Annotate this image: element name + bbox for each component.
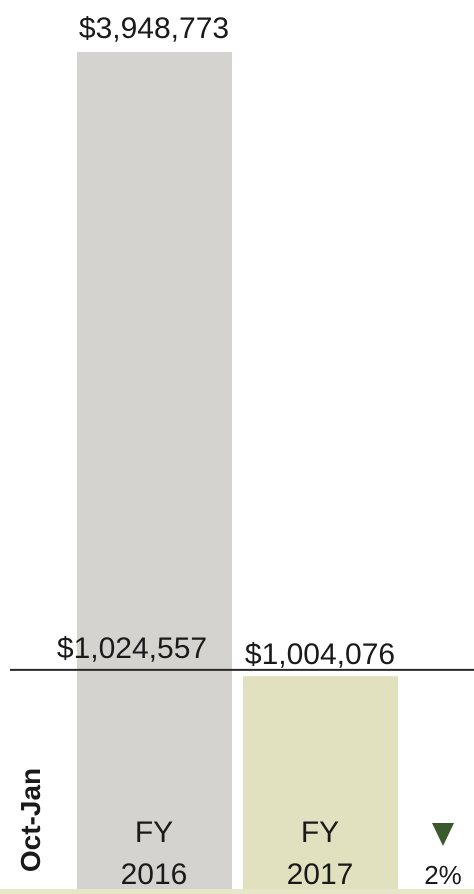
bar-fy-2017 bbox=[243, 676, 398, 889]
category-label-fy-2016-line2: 2016 bbox=[121, 858, 188, 891]
bar-fy-2016 bbox=[77, 52, 232, 889]
bar-value-label-fy-2016: $3,948,773 bbox=[79, 12, 229, 45]
triangle-down-icon bbox=[432, 823, 454, 846]
reference-value-label: $1,024,557 bbox=[57, 632, 207, 665]
baseline bbox=[0, 889, 474, 894]
category-label-fy-2016-line1: FY bbox=[135, 816, 173, 849]
bar-value-label-fy-2017: $1,004,076 bbox=[245, 638, 395, 671]
category-label-fy-2017-line2: 2017 bbox=[287, 858, 354, 891]
category-label-fy-2017-line1: FY bbox=[301, 816, 339, 849]
change-percent-label: 2% bbox=[424, 860, 462, 890]
period-label: Oct-Jan bbox=[15, 768, 46, 872]
